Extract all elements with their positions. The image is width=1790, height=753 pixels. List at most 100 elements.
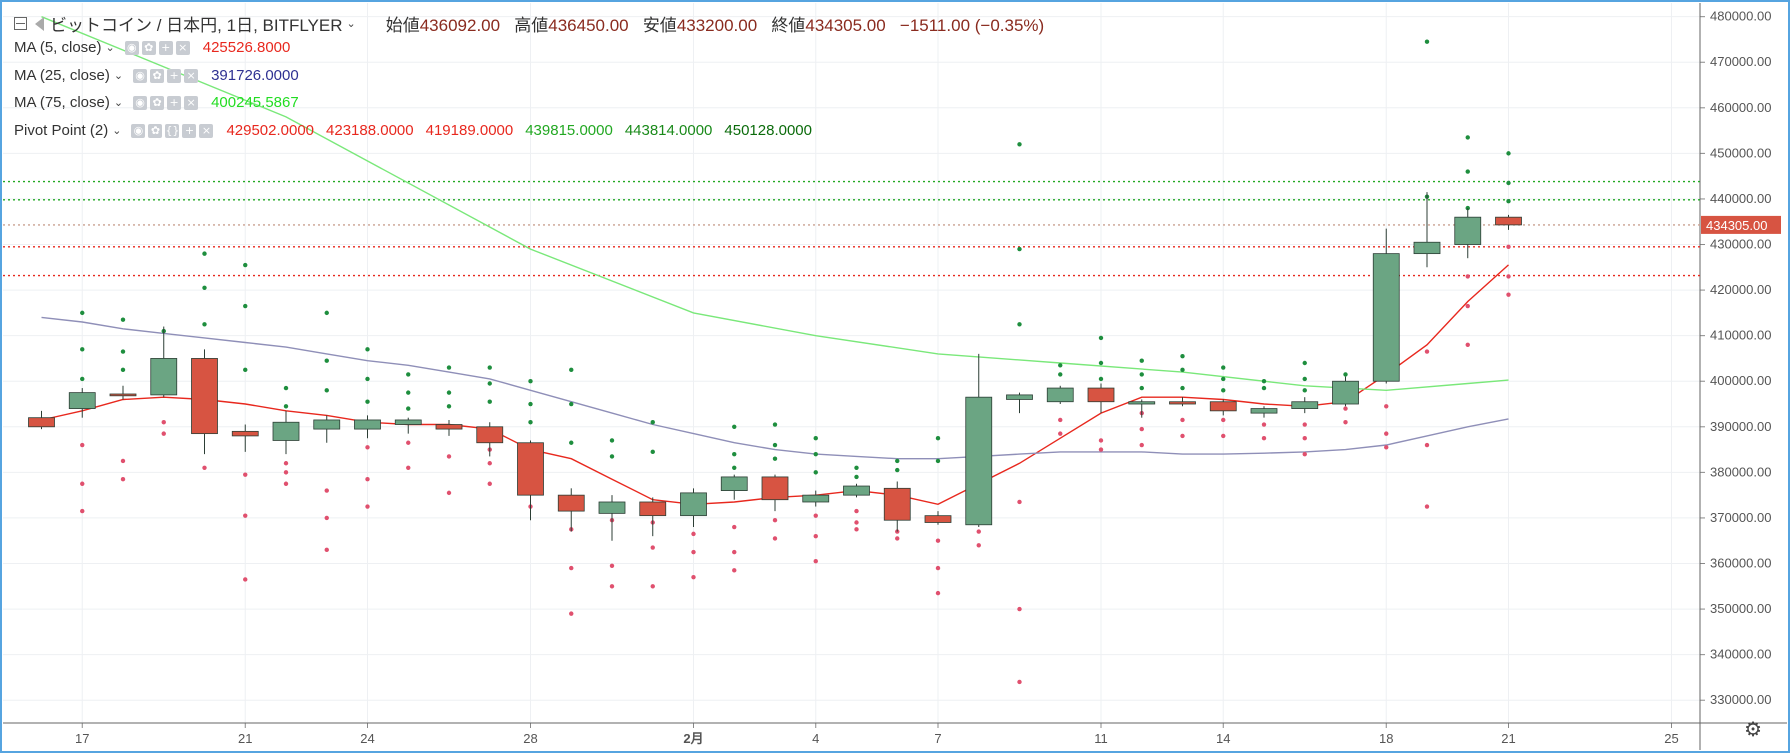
remove-icon[interactable]: × [184,68,199,83]
chevron-down-icon[interactable]: ⌄ [346,18,356,30]
remove-icon[interactable]: × [175,40,190,55]
settings-icon[interactable]: ✿ [148,123,163,138]
pivot-dot [1139,385,1144,391]
indicator-value: 391726.0000 [211,67,299,84]
remove-icon[interactable]: × [184,95,199,110]
pivot-dot [609,584,615,589]
y-tick-label: 400000.00 [1710,373,1771,388]
add-icon[interactable]: + [167,68,182,83]
symbol-header: ビットコイン / 日本円, 1日, BITFLYER ⌄ 始値436092.00… [14,11,1044,36]
candle-body [1372,253,1400,382]
eye-icon[interactable]: ◉ [131,123,146,138]
close-label: 終値 [771,16,806,35]
indicator-name[interactable]: Pivot Point (2) [14,122,109,139]
high-value: 436450.00 [548,16,629,35]
pivot-levels [3,180,1700,277]
pivot-dot [569,440,574,445]
chevron-down-icon[interactable]: ⌄ [112,125,122,137]
pivot-dot [1058,363,1063,368]
candles [28,192,1522,541]
pivot-dot [1017,499,1022,505]
pivot-dot [854,520,859,525]
indicator-legend-row[interactable]: MA (75, close) ⌄ ◉ ✿ + × 400245.5867 [14,94,311,111]
pivot-dot [1221,417,1226,423]
indicator-name[interactable]: MA (75, close) [14,94,110,111]
chevron-down-icon[interactable]: ⌄ [113,70,124,82]
eye-icon[interactable]: ◉ [133,95,148,110]
indicator-value: 443814.0000 [624,122,713,139]
pivot-dot [202,465,207,471]
candle-body [557,494,585,512]
pivot-dot [854,508,859,514]
open-label: 始値 [385,16,420,35]
pivot-dot [609,438,615,443]
pivot-dot [1261,385,1267,391]
x-tick-label: 14 [1216,731,1230,746]
pivot-dot [1139,358,1144,363]
x-tick-label: 17 [75,731,89,746]
pivot-dot [1058,372,1063,377]
last-price-label: 434305.00 [1706,218,1767,233]
pivot-dot [650,420,655,425]
add-icon[interactable]: + [158,40,173,55]
candle-body [1169,401,1196,405]
source-icon[interactable]: {} [165,123,180,138]
remove-icon[interactable]: × [199,123,214,138]
settings-icon[interactable]: ✿ [150,95,165,110]
indicator-legend-row[interactable]: MA (5, close) ⌄ ◉ ✿ + × 425526.8000 [14,39,302,56]
pivot-dot [1098,335,1104,341]
pivot-dot [528,401,533,407]
pivot-dot [1506,274,1511,279]
pivot-dot [813,435,818,441]
candle-body [1495,216,1522,226]
pivot-dots [80,39,1511,685]
chevron-down-icon[interactable]: ⌄ [105,42,115,54]
gear-icon[interactable]: ⚙ [1744,717,1762,741]
candle-body [1128,401,1156,405]
chevron-down-icon[interactable]: ⌄ [113,97,124,109]
indicator-legend-row[interactable]: Pivot Point (2) ⌄ ◉ ✿{} + × 429502.0000 423188.… [14,122,824,139]
candle-body [639,501,667,517]
pivot-dot [1180,417,1185,423]
indicator-legend-row[interactable]: MA (25, close) ⌄ ◉ ✿ + × 391726.0000 [14,67,311,84]
candle-body [1291,401,1319,409]
pivot-dot [120,458,126,464]
add-icon[interactable]: + [167,95,182,110]
candle-body [313,419,341,430]
collapse-icon[interactable] [14,17,27,30]
pivot-dot [365,399,370,404]
pivot-dot [650,545,655,550]
pivot-dot [895,467,900,473]
candle-body [191,358,218,435]
y-tick-label: 380000.00 [1710,464,1771,479]
pivot-dot [1302,435,1307,441]
pivot-dot [1424,349,1430,354]
candle-body [1006,394,1033,400]
pivot-dot [854,465,859,471]
grid-lines [3,3,1700,723]
eye-icon[interactable]: ◉ [133,68,148,83]
settings-icon[interactable]: ✿ [141,40,156,55]
pivot-dot [365,445,370,450]
pivot-dot [1465,169,1470,174]
low-label: 安値 [642,16,677,35]
pivot-dot [80,376,85,382]
candle-body [68,392,96,409]
indicator-name[interactable]: MA (5, close) [14,39,102,56]
pivot-dot [609,563,615,568]
indicator-name[interactable]: MA (25, close) [14,67,110,84]
candle-body [761,476,789,501]
candle-body [1250,408,1278,414]
add-icon[interactable]: + [182,123,197,138]
settings-icon[interactable]: ✿ [150,68,165,83]
symbol-title[interactable]: ビットコイン / 日本円, 1日, BITFLYER [50,16,343,35]
candle-body [843,485,870,496]
pivot-dot [446,490,452,496]
eye-icon[interactable]: ◉ [124,40,139,55]
pivot-dot [365,376,370,382]
pivot-dot [283,481,289,486]
candle-body [883,487,911,521]
pivot-dot [120,477,126,482]
